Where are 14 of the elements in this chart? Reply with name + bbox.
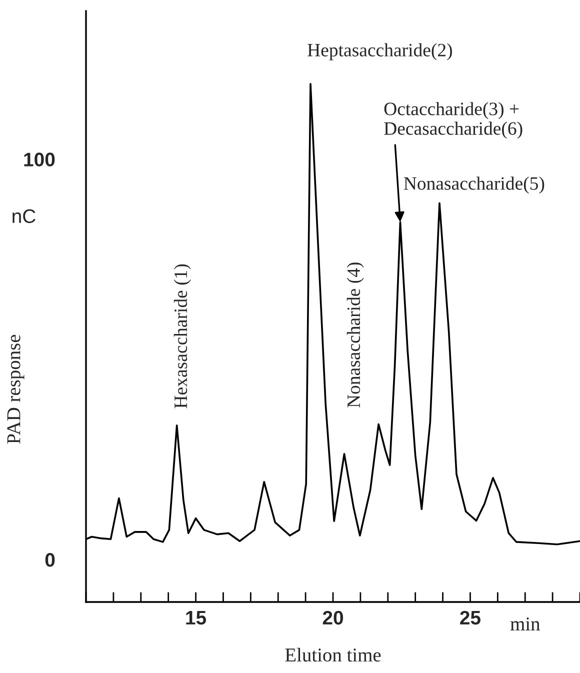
y-tick-label: 0 — [45, 553, 55, 567]
text: min — [510, 617, 540, 630]
annotation: Octaccharide(3) + Decasaccharide(6) — [384, 102, 522, 139]
y-axis-title: PAD response — [7, 334, 24, 444]
text: nC — [12, 209, 36, 224]
x-tick-label: 20 — [322, 610, 344, 625]
annotation: Hexasaccharide (1) — [174, 264, 191, 408]
x-axis-title: Elution time — [285, 648, 381, 662]
annotation: Nonasaccharide(5) — [404, 176, 544, 194]
x-tick-label: 15 — [186, 611, 206, 625]
y-tick-label: 100 — [24, 152, 55, 166]
annotation: Heptasaccharide(2) — [308, 43, 452, 60]
annotation: Nonasaccharide (4) — [346, 262, 364, 408]
x-tick-label: 25 — [460, 610, 480, 625]
